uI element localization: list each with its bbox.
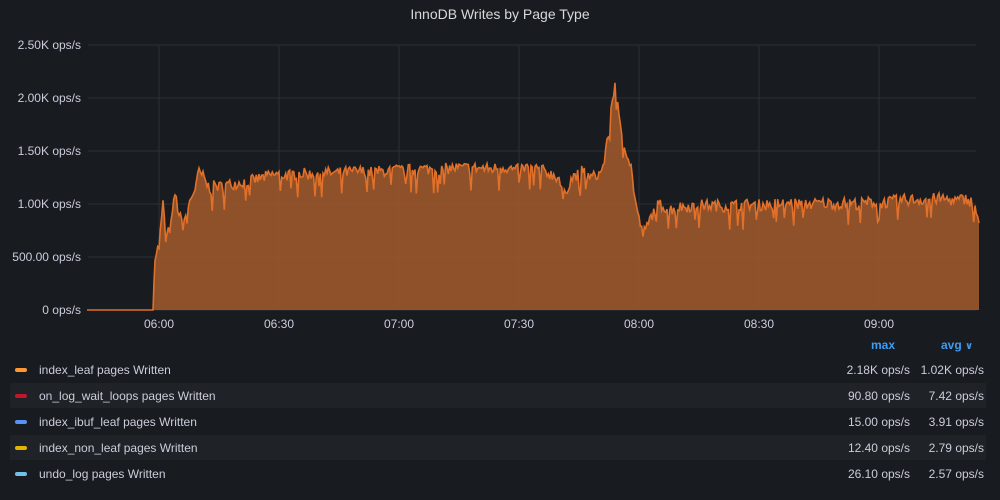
x-tick-label-5: 08:30 — [744, 317, 774, 331]
legend-max-value: 26.10 ops/s — [847, 466, 910, 481]
legend-avg-value: 1.02K ops/s — [920, 362, 984, 377]
x-tick-label-3: 07:30 — [504, 317, 534, 331]
x-tick-label-6: 09:00 — [864, 317, 894, 331]
y-axis-ticks: 0 ops/s 500.00 ops/s 1.00K ops/s 1.50K ops/… — [12, 38, 81, 317]
legend-avg-header[interactable]: avg ∨ — [941, 338, 974, 352]
legend-row[interactable]: index_ibuf_leaf pages Written 15.00 ops/s… — [10, 409, 986, 434]
legend-avg-value: 3.91 ops/s — [928, 414, 984, 429]
series-area-index-leaf — [87, 82, 979, 310]
y-tick-label-3: 1.50K ops/s — [18, 144, 81, 158]
legend-max-value: 12.40 ops/s — [847, 440, 910, 455]
chevron-down-icon: ∨ — [965, 341, 974, 352]
legend-swatch[interactable] — [15, 393, 27, 398]
legend-row[interactable]: on_log_wait_loops pages Written 90.80 ops… — [10, 383, 986, 408]
legend-swatch[interactable] — [15, 445, 27, 450]
legend-swatch[interactable] — [15, 419, 27, 424]
legend-max-value: 2.18K ops/s — [846, 362, 910, 377]
y-tick-label-5: 2.50K ops/s — [18, 38, 81, 52]
legend-max-value: 15.00 ops/s — [847, 414, 910, 429]
series-layer — [87, 82, 980, 311]
legend-series-name[interactable]: index_non_leaf pages Written — [39, 440, 198, 455]
series-line-index-leaf — [87, 82, 980, 311]
x-axis-ticks: 06:00 06:30 07:00 07:30 08:00 08:30 09:00 — [144, 317, 894, 331]
y-tick-label-1: 500.00 ops/s — [12, 250, 81, 264]
panel-title[interactable]: InnoDB Writes by Page Type — [410, 6, 590, 22]
legend-avg-value: 7.42 ops/s — [928, 388, 984, 403]
legend-swatch[interactable] — [15, 471, 27, 476]
legend-avg-value: 2.57 ops/s — [928, 466, 984, 481]
x-tick-label-1: 06:30 — [264, 317, 294, 331]
x-tick-label-2: 07:00 — [384, 317, 414, 331]
y-tick-label-4: 2.00K ops/s — [18, 91, 81, 105]
y-tick-label-0: 0 ops/s — [42, 303, 81, 317]
legend-series-name[interactable]: index_ibuf_leaf pages Written — [39, 414, 197, 429]
legend-row[interactable]: index_leaf pages Written 2.18K ops/s 1.02K… — [10, 357, 986, 382]
chart-plot[interactable]: 0 ops/s 500.00 ops/s 1.00K ops/s 1.50K ops/… — [0, 0, 1000, 335]
legend-row[interactable]: undo_log pages Written 26.10 ops/s 2.57 op… — [10, 461, 986, 486]
legend-row[interactable]: index_non_leaf pages Written 12.40 ops/s 2… — [10, 435, 986, 460]
legend-series-name[interactable]: on_log_wait_loops pages Written — [39, 388, 216, 403]
legend-max-header[interactable]: max — [871, 338, 896, 352]
x-tick-label-4: 08:00 — [624, 317, 654, 331]
x-tick-label-0: 06:00 — [144, 317, 174, 331]
legend-swatch[interactable] — [15, 367, 27, 372]
legend-max-value: 90.80 ops/s — [847, 388, 910, 403]
legend-avg-value: 2.79 ops/s — [928, 440, 984, 455]
legend-series-name[interactable]: undo_log pages Written — [39, 466, 166, 481]
y-tick-label-2: 1.00K ops/s — [18, 197, 81, 211]
legend-series-name[interactable]: index_leaf pages Written — [39, 362, 171, 377]
